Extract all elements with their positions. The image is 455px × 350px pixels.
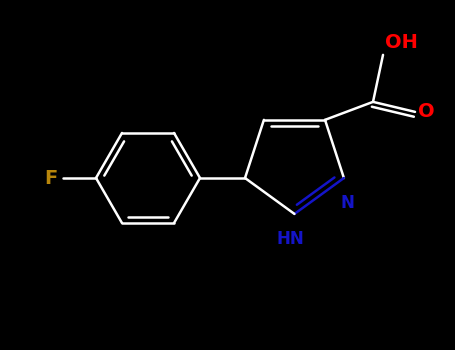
Text: HN: HN — [277, 230, 304, 248]
Text: N: N — [341, 194, 355, 212]
Text: OH: OH — [385, 33, 418, 52]
Text: F: F — [45, 168, 58, 188]
Text: O: O — [418, 102, 435, 121]
